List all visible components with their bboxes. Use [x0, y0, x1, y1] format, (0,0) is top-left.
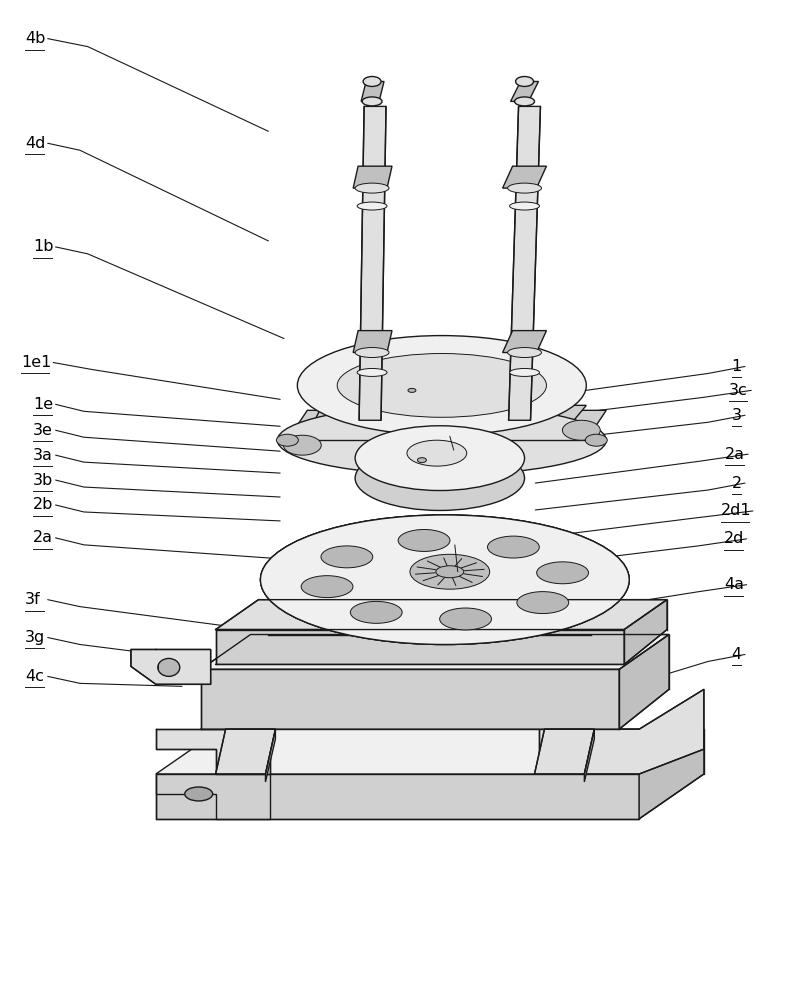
Ellipse shape: [355, 348, 389, 358]
Text: 3a: 3a: [33, 448, 53, 463]
Ellipse shape: [410, 554, 489, 589]
Ellipse shape: [515, 76, 533, 86]
Text: 3c: 3c: [728, 383, 747, 398]
Ellipse shape: [261, 515, 629, 644]
Polygon shape: [361, 81, 384, 101]
Polygon shape: [353, 331, 392, 353]
Polygon shape: [511, 81, 538, 101]
Polygon shape: [266, 729, 276, 782]
Polygon shape: [288, 410, 606, 440]
Polygon shape: [534, 729, 594, 774]
Polygon shape: [156, 774, 639, 819]
Ellipse shape: [297, 336, 586, 435]
Ellipse shape: [158, 658, 180, 676]
Polygon shape: [585, 729, 594, 782]
Text: 1: 1: [731, 359, 742, 374]
Polygon shape: [216, 630, 624, 664]
Ellipse shape: [585, 434, 608, 446]
Text: 2b: 2b: [33, 497, 53, 512]
Text: 2d: 2d: [724, 531, 744, 546]
Polygon shape: [156, 729, 704, 774]
Ellipse shape: [517, 592, 569, 614]
Polygon shape: [359, 106, 386, 420]
Polygon shape: [540, 689, 704, 774]
Ellipse shape: [418, 458, 426, 463]
Ellipse shape: [507, 183, 541, 193]
Polygon shape: [156, 774, 270, 819]
Polygon shape: [508, 106, 541, 420]
Ellipse shape: [398, 530, 450, 551]
Text: 4b: 4b: [25, 31, 46, 46]
Ellipse shape: [363, 76, 381, 86]
Ellipse shape: [184, 787, 213, 801]
Text: 2: 2: [731, 476, 742, 491]
Ellipse shape: [351, 601, 402, 623]
Ellipse shape: [321, 546, 373, 568]
Text: 3f: 3f: [25, 592, 40, 607]
Ellipse shape: [355, 183, 389, 193]
Polygon shape: [156, 729, 270, 774]
Ellipse shape: [510, 202, 540, 210]
Text: 4c: 4c: [25, 669, 44, 684]
Ellipse shape: [507, 348, 541, 358]
Polygon shape: [131, 649, 210, 684]
Ellipse shape: [357, 202, 387, 210]
Polygon shape: [639, 729, 704, 819]
Polygon shape: [503, 331, 546, 353]
Text: 4d: 4d: [25, 136, 46, 151]
Polygon shape: [619, 635, 669, 729]
Polygon shape: [216, 600, 667, 630]
Ellipse shape: [355, 426, 525, 491]
Polygon shape: [353, 166, 392, 188]
Ellipse shape: [277, 405, 606, 475]
Ellipse shape: [284, 435, 322, 455]
Ellipse shape: [337, 354, 546, 417]
Text: 3: 3: [731, 408, 742, 423]
Ellipse shape: [277, 434, 299, 446]
Polygon shape: [269, 602, 617, 635]
Ellipse shape: [440, 608, 492, 630]
Text: 4: 4: [731, 647, 742, 662]
Ellipse shape: [261, 515, 629, 644]
Ellipse shape: [357, 368, 387, 376]
Ellipse shape: [362, 97, 382, 106]
Ellipse shape: [510, 368, 540, 376]
Ellipse shape: [537, 562, 589, 584]
Polygon shape: [307, 405, 586, 435]
Text: 2a: 2a: [726, 447, 745, 462]
Text: 3g: 3g: [25, 630, 45, 645]
Ellipse shape: [560, 752, 589, 766]
Ellipse shape: [563, 420, 600, 440]
Ellipse shape: [355, 446, 525, 510]
Polygon shape: [624, 600, 667, 664]
Ellipse shape: [301, 576, 353, 598]
Text: 2d1: 2d1: [721, 503, 751, 518]
Ellipse shape: [436, 566, 464, 578]
Ellipse shape: [261, 515, 629, 644]
Polygon shape: [503, 166, 546, 188]
Ellipse shape: [515, 97, 534, 106]
Text: 3b: 3b: [33, 473, 53, 488]
Text: 1e: 1e: [33, 397, 53, 412]
Text: 2a: 2a: [33, 530, 53, 545]
Text: 3e: 3e: [33, 423, 53, 438]
Ellipse shape: [408, 388, 416, 392]
Text: 4a: 4a: [724, 577, 744, 592]
Text: 1b: 1b: [33, 239, 54, 254]
Text: 1e1: 1e1: [21, 355, 51, 370]
Ellipse shape: [407, 440, 466, 466]
Polygon shape: [201, 669, 619, 729]
Polygon shape: [216, 729, 276, 774]
Polygon shape: [201, 635, 669, 669]
Ellipse shape: [488, 536, 539, 558]
